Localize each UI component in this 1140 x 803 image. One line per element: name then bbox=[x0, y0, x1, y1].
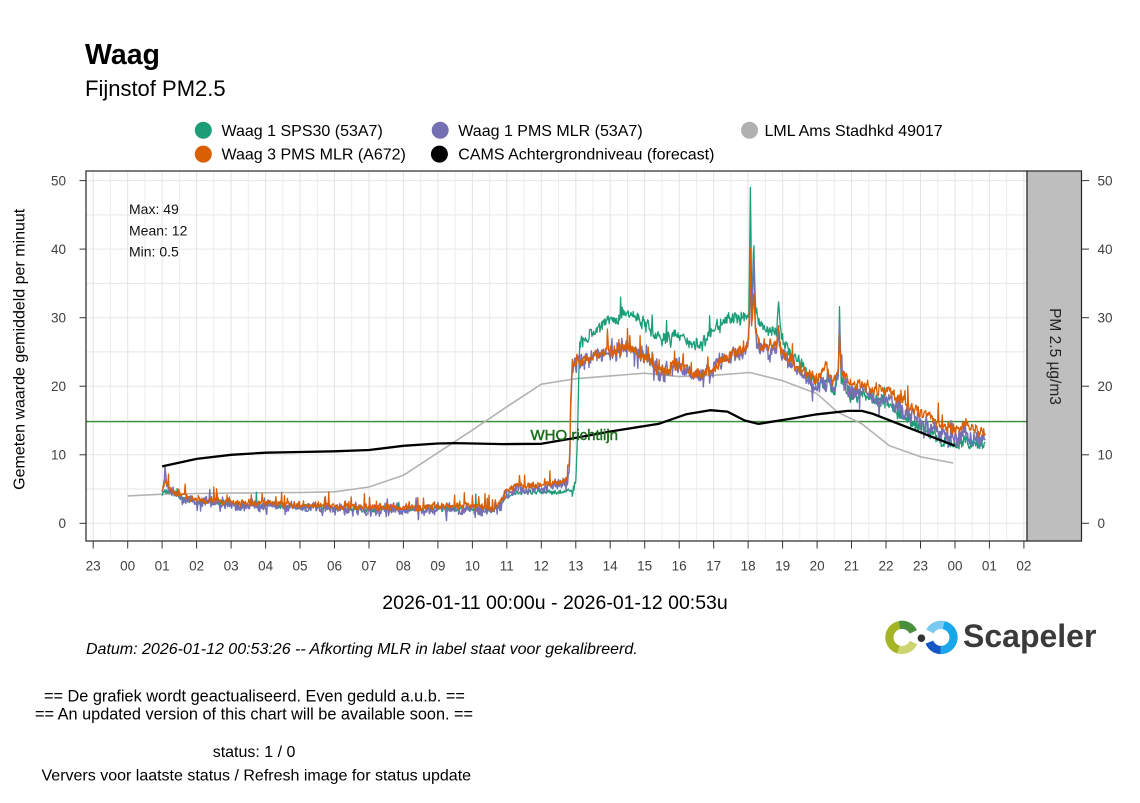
svg-text:20: 20 bbox=[810, 559, 825, 574]
svg-text:17: 17 bbox=[706, 559, 721, 574]
svg-text:21: 21 bbox=[844, 559, 859, 574]
svg-text:14: 14 bbox=[603, 559, 619, 574]
svg-text:CAMS Achtergrondniveau (foreca: CAMS Achtergrondniveau (forecast) bbox=[458, 147, 714, 164]
svg-text:PM 2.5 µg/m3: PM 2.5 µg/m3 bbox=[1046, 308, 1063, 405]
svg-text:10: 10 bbox=[1098, 448, 1113, 463]
svg-text:Ververs voor laatste status /: Ververs voor laatste status / Refresh im… bbox=[42, 768, 472, 785]
svg-text:03: 03 bbox=[224, 559, 239, 574]
svg-text:18: 18 bbox=[741, 559, 756, 574]
svg-text:Scapeler: Scapeler bbox=[963, 618, 1096, 654]
svg-text:10: 10 bbox=[465, 559, 480, 574]
svg-text:02: 02 bbox=[1016, 559, 1031, 574]
svg-text:== De grafiek wordt geactualis: == De grafiek wordt geactualiseerd. Even… bbox=[44, 688, 465, 706]
svg-text:02: 02 bbox=[189, 559, 204, 574]
svg-text:11: 11 bbox=[500, 559, 514, 574]
svg-text:23: 23 bbox=[913, 559, 928, 574]
svg-text:50: 50 bbox=[51, 173, 66, 188]
svg-text:08: 08 bbox=[396, 559, 411, 574]
svg-text:== An updated version of this: == An updated version of this chart will… bbox=[35, 706, 473, 724]
svg-text:Waag 3 PMS MLR (A672): Waag 3 PMS MLR (A672) bbox=[222, 147, 406, 164]
svg-text:Datum: 2026-01-12 00:53:26 --: Datum: 2026-01-12 00:53:26 -- Afkorting … bbox=[86, 641, 638, 658]
svg-text:04: 04 bbox=[258, 559, 274, 574]
svg-text:00: 00 bbox=[947, 559, 962, 574]
svg-text:05: 05 bbox=[292, 559, 307, 574]
svg-text:20: 20 bbox=[1098, 379, 1113, 394]
svg-text:Waag: Waag bbox=[85, 39, 160, 71]
svg-text:Gemeten waarde gemiddeld per m: Gemeten waarde gemiddeld per minuut bbox=[12, 208, 29, 490]
svg-text:50: 50 bbox=[1098, 173, 1113, 188]
svg-text:Waag 1 PMS MLR (53A7): Waag 1 PMS MLR (53A7) bbox=[458, 123, 642, 140]
svg-text:22: 22 bbox=[878, 559, 893, 574]
svg-text:0: 0 bbox=[1098, 516, 1106, 531]
svg-text:23: 23 bbox=[86, 559, 101, 574]
svg-text:13: 13 bbox=[568, 559, 583, 574]
svg-text:07: 07 bbox=[361, 559, 376, 574]
svg-text:10: 10 bbox=[51, 448, 66, 463]
svg-text:status: 1 / 0: status: 1 / 0 bbox=[213, 744, 296, 761]
svg-text:09: 09 bbox=[430, 559, 445, 574]
svg-text:15: 15 bbox=[637, 559, 652, 574]
svg-text:30: 30 bbox=[1098, 310, 1113, 325]
svg-text:Waag 1 SPS30 (53A7): Waag 1 SPS30 (53A7) bbox=[222, 123, 383, 140]
svg-text:01: 01 bbox=[982, 559, 997, 574]
svg-text:16: 16 bbox=[672, 559, 687, 574]
svg-text:40: 40 bbox=[51, 242, 66, 257]
svg-text:30: 30 bbox=[51, 310, 66, 325]
svg-text:20: 20 bbox=[51, 379, 66, 394]
svg-text:0: 0 bbox=[58, 516, 66, 531]
svg-text:WHO richtlijn: WHO richtlijn bbox=[531, 427, 619, 444]
svg-text:40: 40 bbox=[1098, 242, 1113, 257]
svg-text:19: 19 bbox=[775, 559, 790, 574]
svg-text:2026-01-11 00:00u - 2026-01-12: 2026-01-11 00:00u - 2026-01-12 00:53u bbox=[382, 592, 728, 614]
svg-text:Min: 0.5: Min: 0.5 bbox=[129, 243, 179, 259]
svg-text:LML Ams Stadhkd 49017: LML Ams Stadhkd 49017 bbox=[765, 123, 943, 140]
svg-text:Max: 49: Max: 49 bbox=[129, 201, 179, 217]
svg-text:00: 00 bbox=[120, 559, 135, 574]
svg-text:Mean: 12: Mean: 12 bbox=[129, 222, 188, 238]
svg-text:01: 01 bbox=[155, 559, 170, 574]
svg-text:06: 06 bbox=[327, 559, 342, 574]
svg-text:Fijnstof PM2.5: Fijnstof PM2.5 bbox=[85, 76, 226, 101]
svg-text:12: 12 bbox=[534, 559, 549, 574]
